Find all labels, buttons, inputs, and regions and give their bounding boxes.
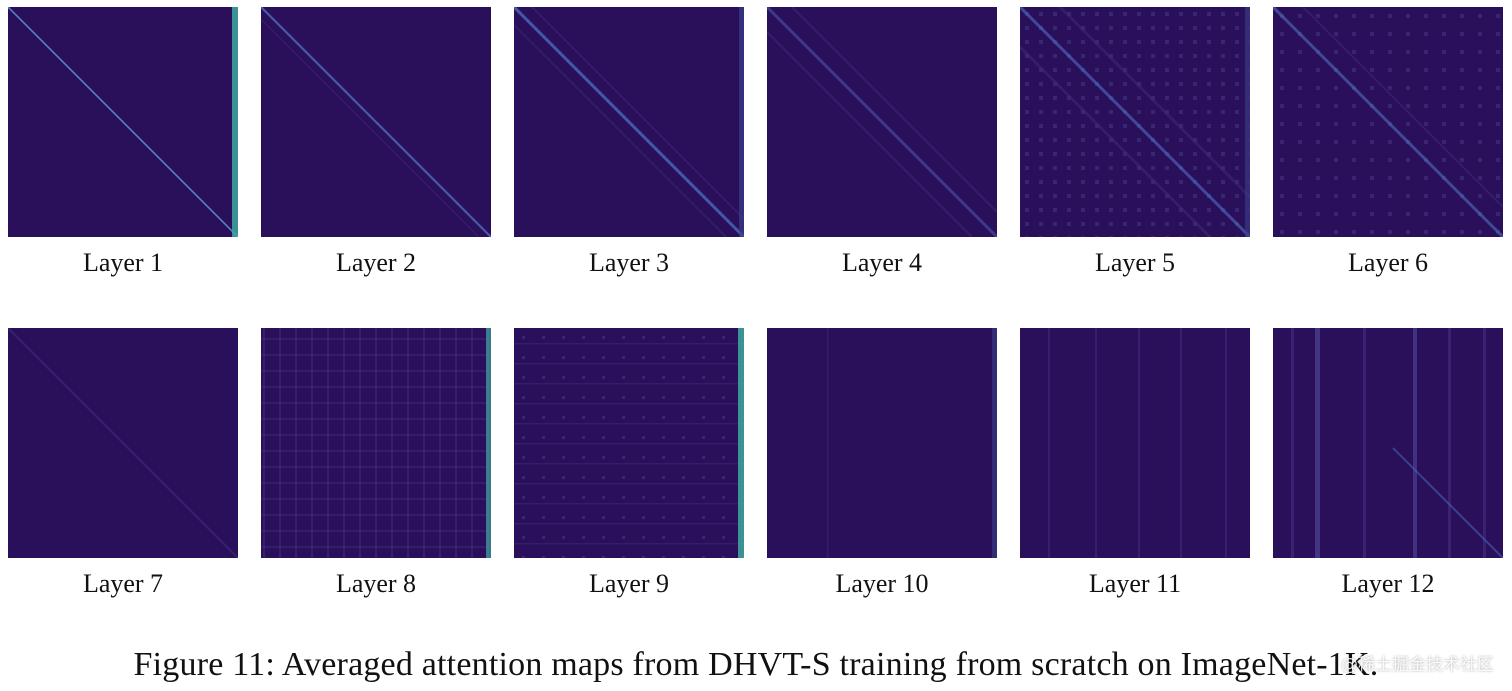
attention-map-layer-6-graphic <box>1273 7 1503 237</box>
layer-label: Layer 7 <box>82 569 164 598</box>
attention-map-layer-10-graphic <box>767 328 997 558</box>
attention-map-layer-1-graphic <box>8 7 238 237</box>
attention-map-layer-7-graphic <box>8 328 238 558</box>
layer-label: Layer 1 <box>82 248 164 277</box>
layer-label: Layer 10 <box>835 569 929 598</box>
attention-map-layer-5-graphic <box>1020 7 1250 237</box>
layer-label: Layer 6 <box>1347 248 1429 277</box>
attention-map-layer-11-graphic <box>1020 328 1250 558</box>
attention-map-layer-12 <box>1273 328 1503 558</box>
attention-map-layer-3-graphic <box>514 7 744 237</box>
layer-label: Layer 4 <box>841 248 923 277</box>
layer-label: Layer 12 <box>1341 569 1435 598</box>
watermark: @稀土掘金技术社区 <box>1341 655 1494 675</box>
attention-map-layer-9 <box>514 328 744 558</box>
layer-label: Layer 9 <box>588 569 670 598</box>
layer-label: Layer 8 <box>335 569 417 598</box>
attention-map-layer-10 <box>767 328 997 558</box>
attention-map-layer-11 <box>1020 328 1250 558</box>
layer-label: Layer 5 <box>1094 248 1176 277</box>
attention-map-layer-4 <box>767 7 997 237</box>
attention-map-layer-12-graphic <box>1273 328 1503 558</box>
attention-map-layer-8 <box>261 328 491 558</box>
layer-label: Layer 3 <box>588 248 670 277</box>
attention-map-layer-2 <box>261 7 491 237</box>
attention-map-layer-7 <box>8 328 238 558</box>
attention-map-layer-6 <box>1273 7 1503 237</box>
attention-map-layer-2-graphic <box>261 7 491 237</box>
attention-map-layer-1 <box>8 7 238 237</box>
attention-map-layer-9-graphic <box>514 328 744 558</box>
attention-map-layer-3 <box>514 7 744 237</box>
attention-map-layer-8-graphic <box>261 328 491 558</box>
figure-grid: Layer 1 Layer 2 Layer 3 <box>8 7 1503 598</box>
layer-label: Layer 11 <box>1088 569 1182 598</box>
figure-caption: Figure 11: Averaged attention maps from … <box>133 646 1379 683</box>
attention-map-layer-4-graphic <box>767 7 997 237</box>
attention-map-layer-5 <box>1020 7 1250 237</box>
layer-label: Layer 2 <box>335 248 417 277</box>
